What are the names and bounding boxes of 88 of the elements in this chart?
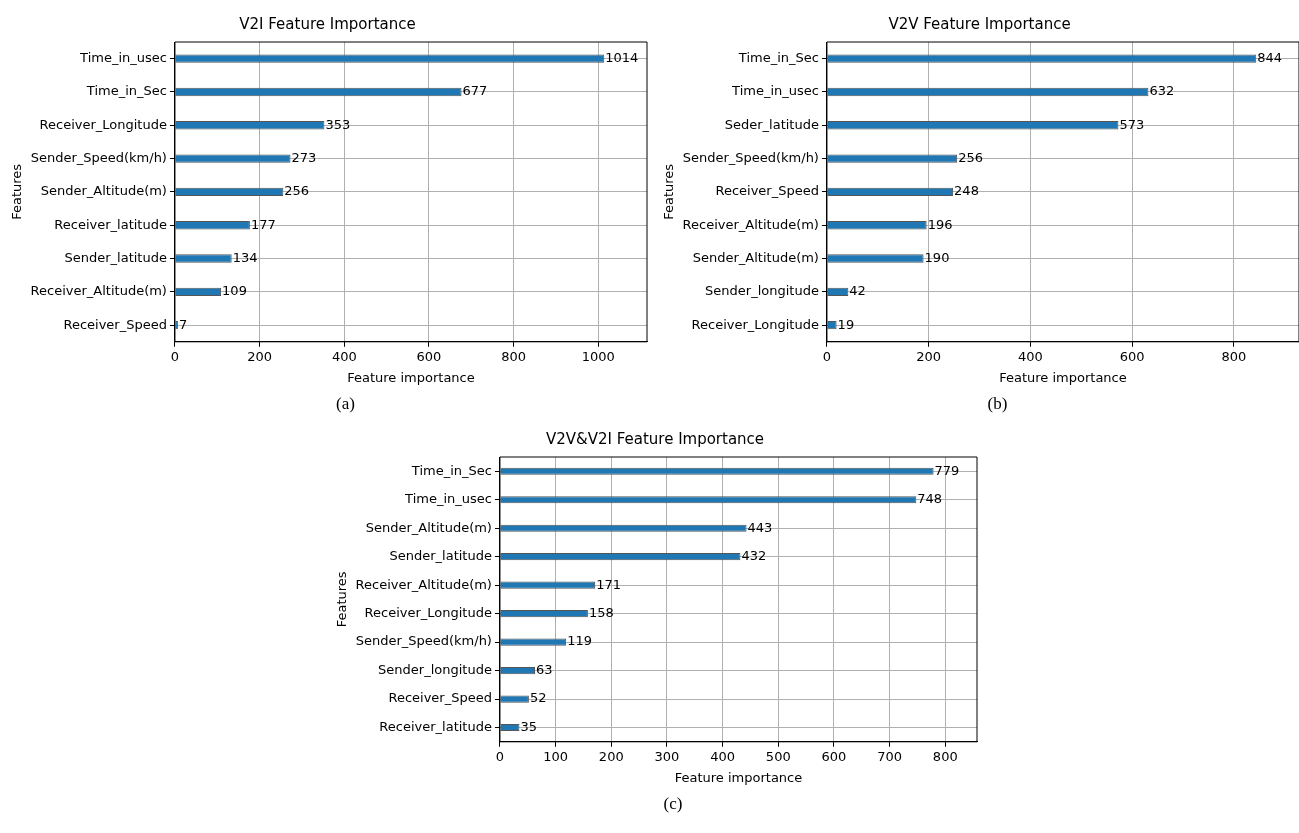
- y-tick-label: Time_in_usec: [731, 83, 819, 99]
- data-label: 196: [927, 216, 953, 232]
- y-tick-label: Receiver_Altitude(m): [682, 216, 819, 232]
- y-tick-label: Receiver_latitude: [54, 216, 167, 232]
- x-tick-label: 200: [247, 348, 273, 364]
- y-tick-label: Receiver_Longitude: [691, 316, 819, 332]
- data-label: 52: [529, 690, 547, 706]
- y-axis-title: Features: [334, 571, 350, 628]
- y-tick-label: Time_in_Sec: [737, 50, 819, 66]
- x-tick-label: 800: [932, 748, 958, 764]
- text: (c): [662, 794, 684, 814]
- data-label: 748: [917, 491, 943, 507]
- y-tick-label: Receiver_Longitude: [39, 116, 167, 132]
- y-tick-label: Time_in_usec: [404, 491, 492, 507]
- text: (a): [335, 394, 356, 414]
- y-tick-label: Time_in_usec: [79, 50, 167, 66]
- data-label: 256: [958, 149, 983, 165]
- x-tick-label: 600: [1119, 348, 1145, 364]
- y-tick-label: Sender_longitude: [378, 661, 492, 677]
- x-tick-label: 300: [654, 748, 680, 764]
- x-tick-label: 600: [416, 348, 442, 364]
- y-tick-label: Sender_Speed(km/h): [30, 149, 167, 165]
- data-label: 158: [588, 605, 614, 621]
- y-tick-label: Sender_Altitude(m): [40, 183, 167, 199]
- data-label: 19: [837, 316, 855, 332]
- y-axis-title: Features: [9, 163, 25, 220]
- data-label: 256: [284, 183, 310, 199]
- data-label: 119: [567, 633, 593, 649]
- y-tick-label: Sender_Speed(km/h): [682, 149, 819, 165]
- x-tick-label: 1000: [581, 348, 615, 364]
- data-label: 248: [954, 183, 979, 199]
- data-label: 432: [741, 548, 767, 564]
- x-tick-label: 100: [543, 748, 569, 764]
- y-tick-label: Sender_Speed(km/h): [355, 633, 492, 649]
- x-tick-label: 800: [1221, 348, 1247, 364]
- data-label: 443: [747, 519, 773, 535]
- y-tick-label: Sender_longitude: [705, 283, 819, 299]
- data-label: 63: [536, 661, 553, 677]
- x-axis-title: Feature importance: [999, 369, 1127, 385]
- y-tick-label: Receiver_Speed: [63, 316, 167, 332]
- data-label: 1014: [605, 50, 639, 66]
- data-label: 7: [178, 316, 188, 332]
- data-label: 177: [250, 216, 276, 232]
- data-label: 353: [325, 116, 351, 132]
- data-label: 844: [1257, 50, 1283, 66]
- y-tick-label: Receiver_Longitude: [364, 605, 492, 621]
- y-tick-label: Sender_Altitude(m): [365, 519, 492, 535]
- x-tick-label: 0: [822, 348, 832, 364]
- y-tick-label: Receiver_Speed: [388, 690, 492, 706]
- data-label: 190: [924, 249, 950, 265]
- y-tick-label: Sender_latitude: [389, 548, 492, 564]
- x-axis-title: Feature importance: [347, 369, 475, 385]
- x-tick-label: 400: [710, 748, 736, 764]
- data-label: 677: [462, 83, 488, 99]
- x-tick-label: 400: [1018, 348, 1043, 364]
- y-tick-label: Receiver_Altitude(m): [355, 576, 492, 592]
- y-tick-label: Seder_latitude: [724, 116, 819, 132]
- y-tick-label: Receiver_Speed: [715, 183, 819, 199]
- y-tick-label: Time_in_Sec: [410, 462, 492, 478]
- data-label: 171: [596, 576, 621, 592]
- data-label: 273: [291, 149, 317, 165]
- data-label: 109: [222, 283, 247, 299]
- x-tick-label: 200: [916, 348, 942, 364]
- y-tick-label: Receiver_latitude: [379, 718, 492, 734]
- data-label: 573: [1119, 116, 1145, 132]
- x-tick-label: 400: [331, 348, 357, 364]
- y-tick-label: Sender_latitude: [64, 249, 167, 265]
- x-tick-label: 700: [877, 748, 903, 764]
- chart-title: V2I Feature Importance: [239, 14, 416, 33]
- y-tick-label: Time_in_Sec: [85, 83, 167, 99]
- y-tick-label: Receiver_Altitude(m): [30, 283, 167, 299]
- y-axis-title: Features: [661, 163, 677, 220]
- data-label: 779: [934, 462, 960, 478]
- chart-title: V2V&V2I Feature Importance: [545, 429, 765, 448]
- x-tick-label: 500: [765, 748, 791, 764]
- chart-title: V2V Feature Importance: [888, 14, 1071, 33]
- data-label: 134: [232, 249, 258, 265]
- text: (b): [986, 394, 1009, 414]
- data-label: 632: [1149, 83, 1175, 99]
- x-tick-label: 200: [598, 748, 624, 764]
- data-label: 42: [849, 283, 866, 299]
- x-tick-label: 600: [821, 748, 847, 764]
- x-tick-label: 800: [501, 348, 527, 364]
- y-tick-label: Sender_Altitude(m): [692, 249, 819, 265]
- x-tick-label: 0: [170, 348, 180, 364]
- x-axis-title: Feature importance: [674, 769, 803, 785]
- x-tick-label: 0: [495, 748, 505, 764]
- data-label: 35: [520, 718, 537, 734]
